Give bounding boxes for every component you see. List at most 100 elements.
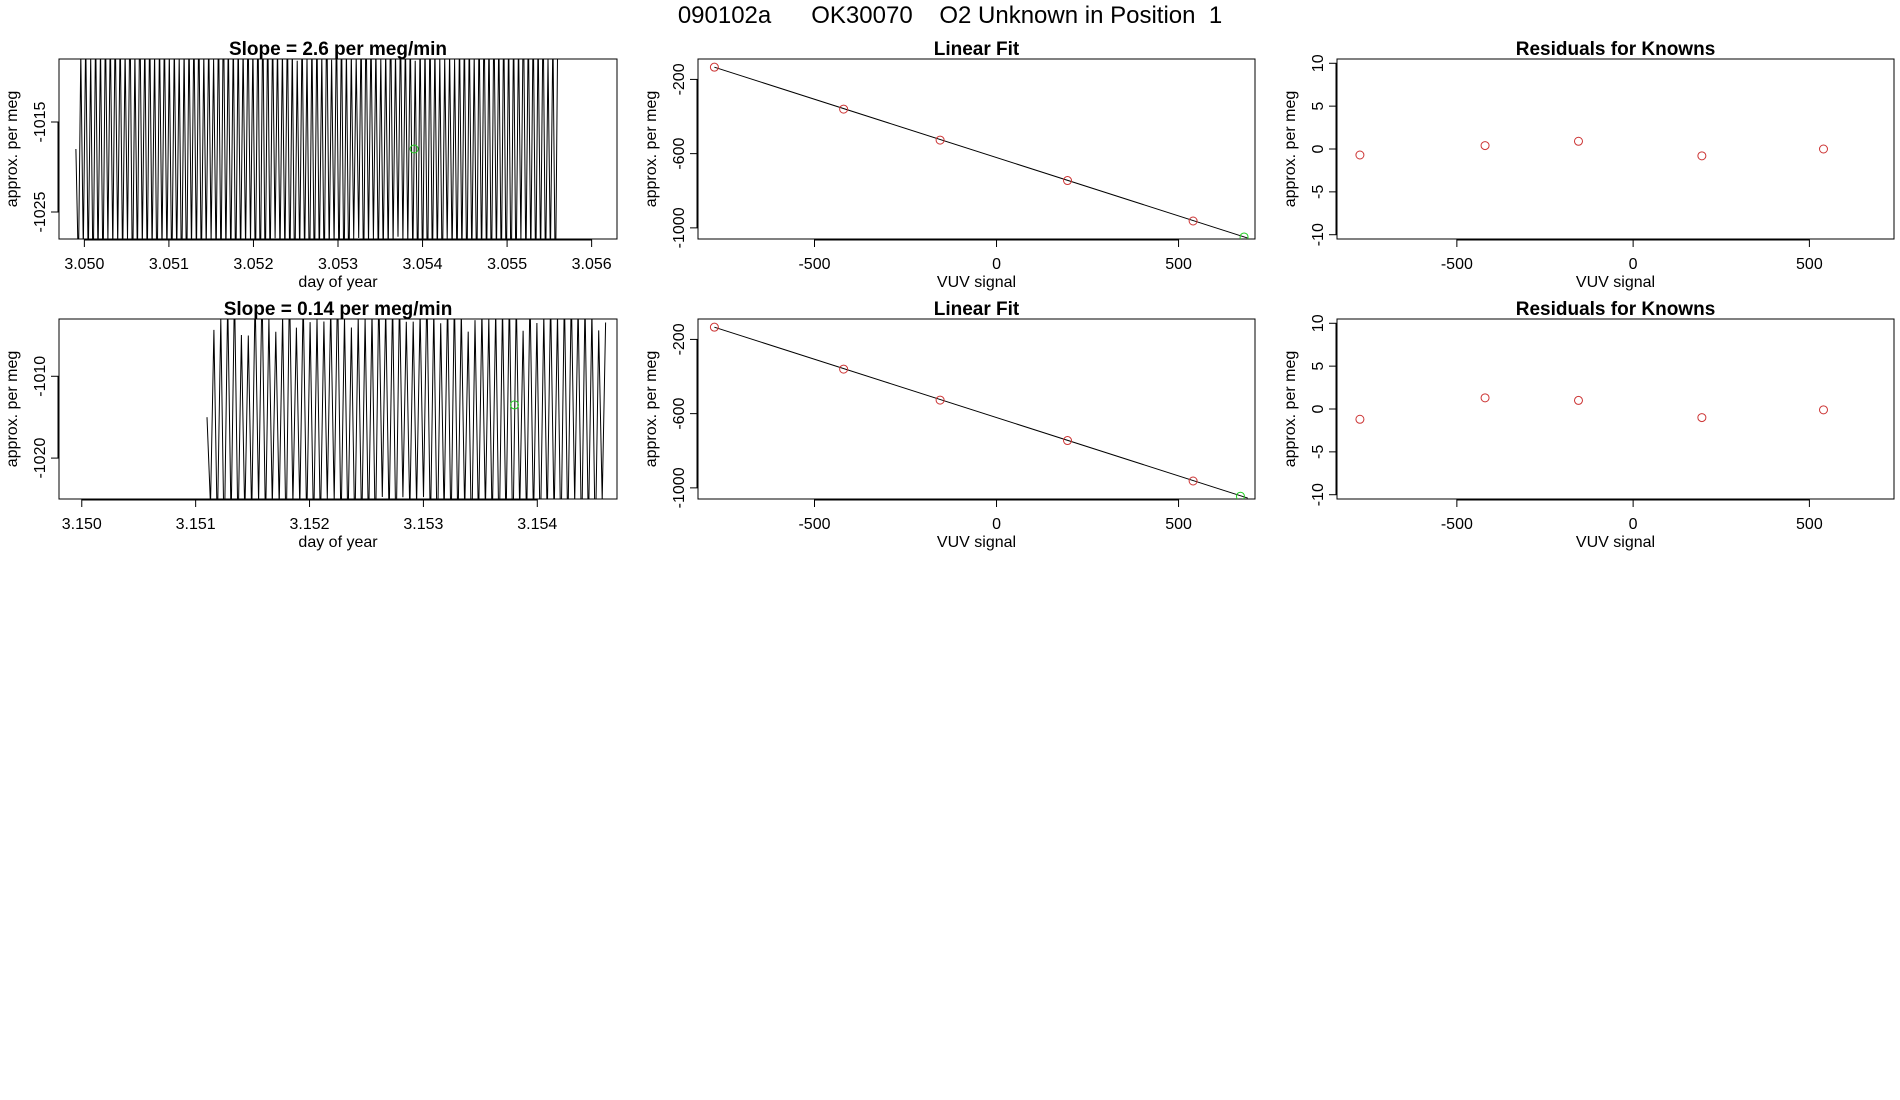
x-tick-label: -500 xyxy=(1441,256,1473,273)
y-axis-label: approx. per meg xyxy=(4,91,21,208)
chart-title: Linear Fit xyxy=(934,299,1020,320)
x-tick-label: 3.053 xyxy=(318,256,358,273)
data-point xyxy=(1188,216,1198,226)
y-tick-label: -5 xyxy=(1310,445,1327,459)
x-tick-label: 3.050 xyxy=(64,256,104,273)
chart-p4: Slope = 0.14 per meg/min 3.150 3.151 3.152 3… xyxy=(4,299,618,551)
data-layer xyxy=(709,62,1249,239)
x-tick-label: -500 xyxy=(798,256,830,273)
data-point xyxy=(510,400,520,410)
y-tick-label: -1020 xyxy=(32,438,49,479)
y-tick-label: 5 xyxy=(1310,102,1327,111)
data-point xyxy=(935,395,945,405)
page-title: 090102a OK30070 O2 Unknown in Position 1 xyxy=(677,2,1223,29)
x-tick-label: 3.151 xyxy=(176,516,216,533)
data-point xyxy=(709,62,719,72)
plot-frame xyxy=(697,58,1256,240)
data-point xyxy=(409,144,419,154)
data-point xyxy=(839,364,849,374)
data-layer xyxy=(75,59,558,239)
y-axis-label: approx. per meg xyxy=(643,91,660,208)
data-point xyxy=(1355,414,1365,424)
fit-line xyxy=(714,66,1248,239)
chart-title: Linear Fit xyxy=(934,39,1020,60)
data-point xyxy=(1480,393,1490,403)
chart-p3: Residuals for Knowns -500 0 500 VUV signal 10… xyxy=(1282,39,1895,291)
chart-title: Residuals for Knowns xyxy=(1516,39,1716,60)
fit-line xyxy=(714,326,1248,499)
data-point xyxy=(1235,491,1245,499)
chart-p6: Residuals for Knowns -500 0 500 VUV signal 10… xyxy=(1282,299,1895,551)
data-point xyxy=(1573,395,1583,405)
x-tick-label: 0 xyxy=(992,256,1001,273)
data-layer xyxy=(206,319,607,499)
data-point xyxy=(935,135,945,145)
y-tick-label: -200 xyxy=(671,63,688,95)
data-point xyxy=(1480,141,1490,151)
data-point xyxy=(1818,144,1828,154)
y-tick-label: -5 xyxy=(1310,185,1327,199)
x-tick-label: 0 xyxy=(1629,516,1638,533)
data-point xyxy=(709,322,719,332)
data-point xyxy=(1239,232,1249,239)
x-tick-label: 3.154 xyxy=(517,516,557,533)
y-tick-label: -10 xyxy=(1310,483,1327,506)
plot-frame xyxy=(697,318,1256,500)
x-tick-label: 3.051 xyxy=(149,256,189,273)
y-tick-label: -1010 xyxy=(32,356,49,397)
data-point xyxy=(1697,413,1707,423)
x-tick-label: 500 xyxy=(1796,516,1823,533)
y-tick-label: 0 xyxy=(1310,404,1327,413)
y-tick-label: -200 xyxy=(671,323,688,355)
data-point xyxy=(1355,150,1365,160)
y-tick-label: 10 xyxy=(1310,54,1327,72)
y-axis-label: approx. per meg xyxy=(1282,351,1299,468)
x-axis-label: day of year xyxy=(298,534,378,551)
chart-title: Residuals for Knowns xyxy=(1516,299,1716,320)
data-point xyxy=(1818,405,1828,415)
x-tick-label: 500 xyxy=(1165,256,1192,273)
y-tick-label: -1000 xyxy=(671,467,688,508)
x-axis-label: VUV signal xyxy=(1576,534,1655,551)
x-tick-label: -500 xyxy=(1441,516,1473,533)
data-layer xyxy=(1355,393,1828,424)
y-tick-label: -1000 xyxy=(671,207,688,248)
y-axis-label: approx. per meg xyxy=(643,351,660,468)
data-point xyxy=(1573,136,1583,146)
data-point xyxy=(1188,476,1198,486)
x-axis-label: day of year xyxy=(298,274,378,291)
chart-p5: Linear Fit -500 0 500 VUV signal -200 -600 -100… xyxy=(643,299,1256,551)
chart-title: Slope = 0.14 per meg/min xyxy=(224,299,453,320)
data-point xyxy=(1063,436,1073,446)
x-axis-label: VUV signal xyxy=(1576,274,1655,291)
data-point xyxy=(1063,176,1073,186)
y-tick-label: 0 xyxy=(1310,144,1327,153)
x-tick-label: 0 xyxy=(992,516,1001,533)
x-axis-label: VUV signal xyxy=(937,534,1016,551)
x-tick-label: 500 xyxy=(1165,516,1192,533)
x-tick-label: 3.055 xyxy=(487,256,527,273)
y-tick-label: -600 xyxy=(671,398,688,430)
data-layer xyxy=(1355,136,1828,161)
chart-p1: Slope = 2.6 per meg/min 3.050 3.051 3.052 3.… xyxy=(4,39,618,291)
plot-frame xyxy=(1336,58,1895,240)
x-tick-label: 0 xyxy=(1629,256,1638,273)
data-layer xyxy=(709,322,1248,499)
y-tick-label: -10 xyxy=(1310,223,1327,246)
y-tick-label: 10 xyxy=(1310,314,1327,332)
x-tick-label: 3.052 xyxy=(233,256,273,273)
y-axis-label: approx. per meg xyxy=(1282,91,1299,208)
data-point xyxy=(1697,151,1707,161)
y-tick-label: 5 xyxy=(1310,362,1327,371)
x-tick-label: 3.056 xyxy=(572,256,612,273)
chart-title: Slope = 2.6 per meg/min xyxy=(229,39,447,60)
chart-p2: Linear Fit -500 0 500 VUV signal -200 -600 -100… xyxy=(643,39,1256,291)
x-tick-label: 3.150 xyxy=(62,516,102,533)
series-line xyxy=(206,319,607,499)
x-tick-label: 500 xyxy=(1796,256,1823,273)
y-tick-label: -600 xyxy=(671,138,688,170)
y-tick-label: -1025 xyxy=(32,191,49,232)
x-axis-label: VUV signal xyxy=(937,274,1016,291)
data-point xyxy=(839,104,849,114)
